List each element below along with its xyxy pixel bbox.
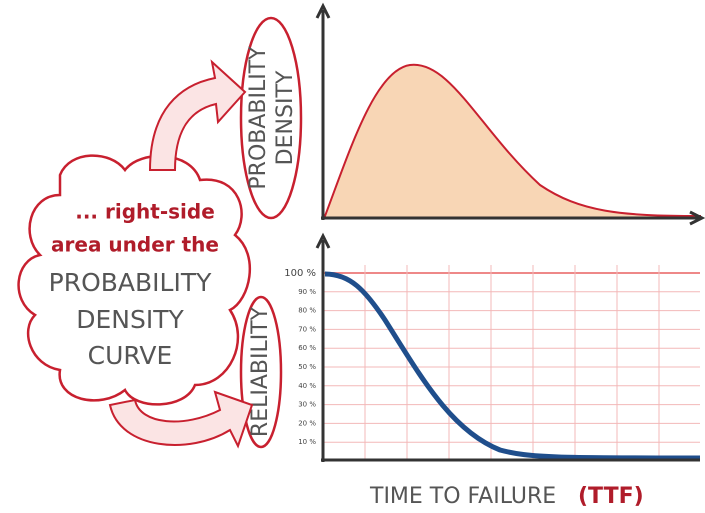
tick-label: 60 % xyxy=(298,344,316,352)
x-label-abbr: (TTF) xyxy=(578,484,644,509)
reliability-curve xyxy=(324,271,701,461)
tick-label: 80 % xyxy=(298,307,316,315)
tick-label: 40 % xyxy=(298,382,316,390)
tick-label: 90 % xyxy=(298,288,316,296)
density-area xyxy=(324,63,701,219)
reliability-ticks: 100 % 90 % 80 % 70 % 60 % 50 % 40 % 30 % 20 % 10 … xyxy=(284,268,316,446)
cloud-text: PROBABILITY xyxy=(49,268,212,297)
tick-label: 20 % xyxy=(298,419,316,427)
label-ellipse xyxy=(239,16,303,220)
tick-label: 50 % xyxy=(298,363,316,371)
arrow-up xyxy=(148,59,247,171)
tick-label: 30 % xyxy=(298,401,316,409)
density-label: PROBABILITY xyxy=(246,46,271,190)
x-arrow xyxy=(689,210,705,226)
x-label: TIME TO FAILURE xyxy=(369,484,556,509)
cloud-text: area under the xyxy=(51,233,219,257)
reliability-chart xyxy=(315,232,701,462)
reliability-grid xyxy=(323,265,700,460)
density-label: DENSITY xyxy=(273,70,298,165)
tick-label: 70 % xyxy=(298,325,316,333)
reliability-label: RELIABILITY xyxy=(248,306,273,437)
label-ellipse xyxy=(239,295,283,449)
cloud xyxy=(17,154,251,406)
y-arrow xyxy=(315,232,331,249)
arrow-down xyxy=(108,390,254,449)
cloud-text: ... right-side xyxy=(75,200,215,224)
density-chart xyxy=(315,2,705,226)
y-arrow xyxy=(315,2,331,19)
tick-label: 10 % xyxy=(298,438,316,446)
cloud-text: DENSITY xyxy=(76,305,184,334)
tick-label: 100 % xyxy=(284,268,316,279)
cloud-text: CURVE xyxy=(88,341,173,370)
